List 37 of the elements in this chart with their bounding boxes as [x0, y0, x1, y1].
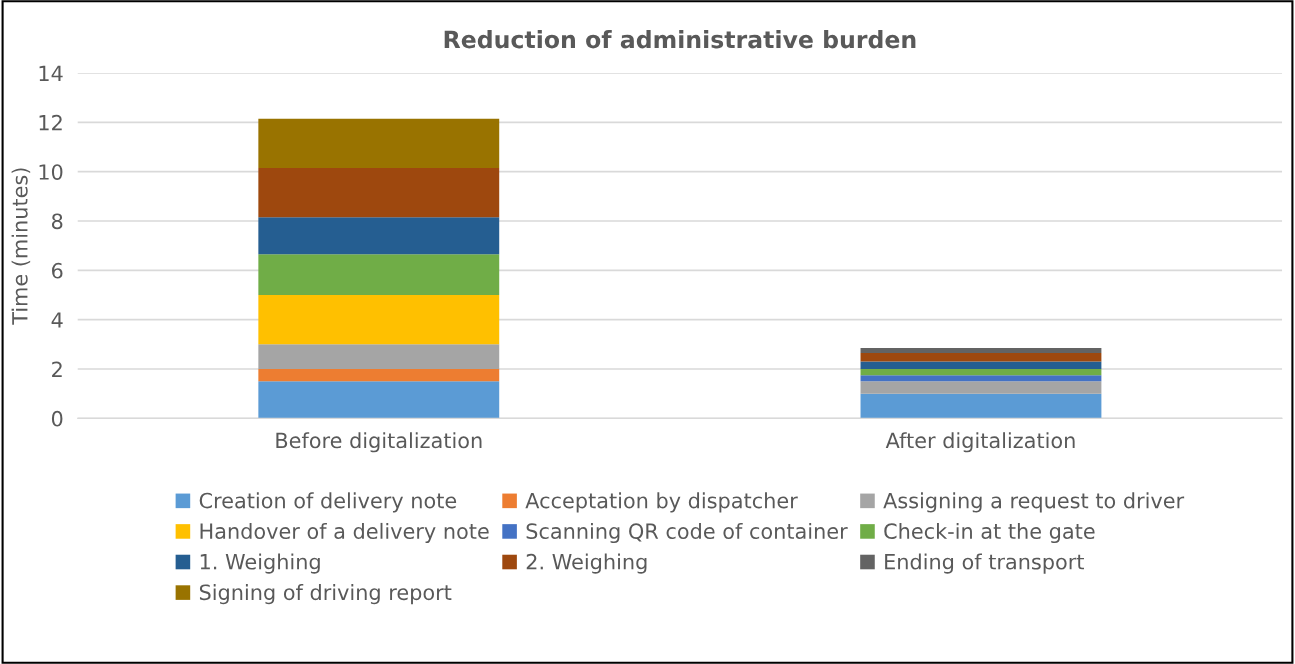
bar — [258, 118, 500, 168]
legend-label: Signing of driving report — [199, 584, 452, 605]
y-tick-label: 2 — [52, 361, 62, 377]
bar — [258, 344, 500, 369]
y-tick-label: 4 — [51, 312, 63, 328]
legend-label: 1. Weighing — [200, 553, 320, 574]
x-tick-label: Before digitalization — [276, 432, 482, 453]
legend-label: Assigning a request to driver — [883, 492, 1185, 513]
y-tick-label: 10 — [39, 164, 63, 180]
legend-label: Acceptation by dispatcher — [525, 492, 798, 513]
y-axis-title: Time (minutes) — [11, 168, 31, 325]
y-tick-label: 0 — [51, 410, 63, 427]
legend-label: Check-in at the gate — [884, 522, 1095, 544]
legend-label: Handover of a delivery note — [200, 522, 489, 544]
bar — [860, 352, 1102, 362]
bar — [860, 348, 1102, 353]
bar — [860, 361, 1102, 369]
bar — [258, 368, 500, 382]
bar — [860, 368, 1102, 376]
bar — [258, 381, 500, 419]
legend-label: 2. Weighing — [526, 553, 647, 574]
bar — [258, 217, 500, 255]
legend-label: Scanning QR code of container — [526, 522, 848, 544]
y-tick-label: 8 — [51, 213, 63, 230]
chart-title: Reduction of administrative burden — [444, 30, 916, 49]
bar — [860, 375, 1102, 382]
bar — [258, 254, 500, 296]
bar — [258, 295, 500, 345]
legend-label: Creation of delivery note — [199, 492, 457, 513]
x-tick-label: After digitalization — [885, 432, 1075, 453]
bar — [258, 167, 500, 218]
y-tick-label: 6 — [52, 262, 63, 279]
legend-label: Ending of transport — [885, 553, 1084, 574]
bar — [860, 393, 1102, 419]
y-tick-label: 12 — [39, 114, 62, 131]
y-tick-label: 14 — [39, 65, 63, 81]
bar — [860, 381, 1102, 394]
